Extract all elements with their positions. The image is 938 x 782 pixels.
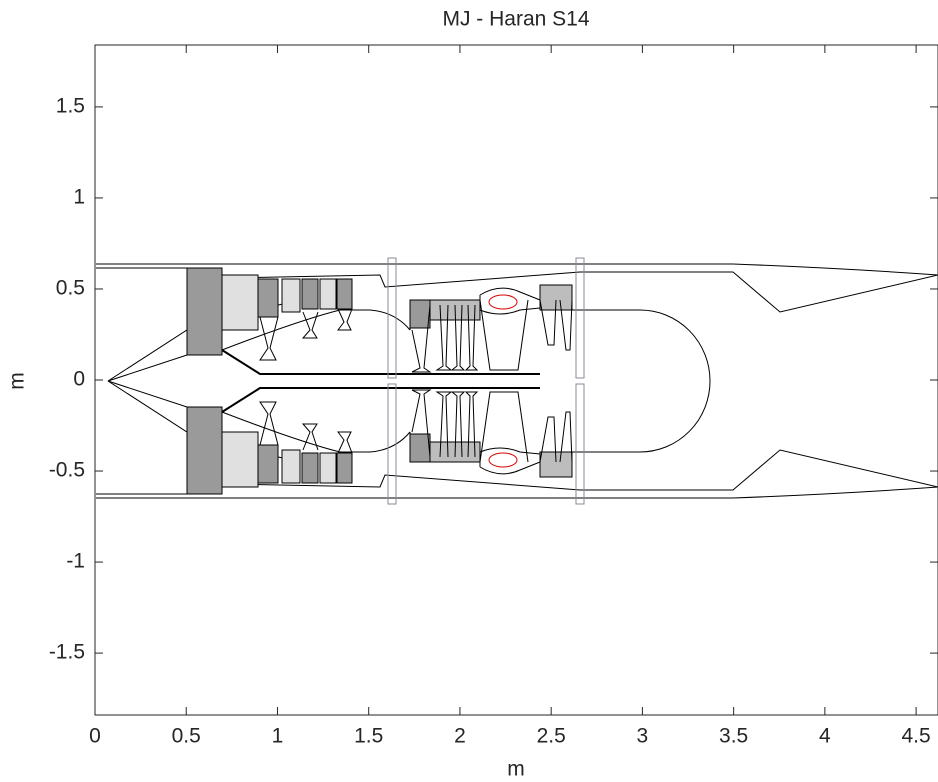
frame [388,258,396,378]
y-tick-label: -1.5 [49,641,85,664]
frame [576,258,584,378]
axes-box [95,45,938,715]
engine-drawing [96,258,938,504]
x-tick-label: 3.5 [719,725,748,748]
x-tick-label: 2.5 [537,725,566,748]
x-tick-label: 1 [272,725,284,748]
y-tick-label: 1.5 [56,94,85,117]
stage [282,279,300,312]
engine-half [96,258,938,381]
x-tick-label: 4 [819,725,831,748]
y-tick-label: 1 [73,185,85,208]
disk [303,312,318,338]
x-tick-label: 4.5 [902,725,931,748]
disk [338,309,352,330]
stage [222,275,258,330]
core-inlet [108,310,410,381]
stage [302,279,318,309]
x-tick-label: 2 [454,725,466,748]
engine-half-mirror [96,381,938,504]
x-tick-label: 3 [637,725,649,748]
x-tick-label: 0.5 [172,725,201,748]
stage [337,279,352,309]
chart-title: MJ - Haran S14 [442,8,589,31]
stage [258,279,278,317]
stage [410,300,430,328]
flame [489,295,517,309]
x-tick-label: 0 [89,725,101,748]
y-tick-label: -1 [66,550,85,573]
chart: MJ - Haran S14 m m [0,0,938,782]
hp-disk [480,300,528,370]
y-tick-label: -0.5 [49,459,85,482]
fan [187,268,222,355]
y-tick-label: 0 [73,368,85,391]
y-axis-label: m [6,372,29,390]
y-tick-label: 0.5 [56,277,85,300]
plug [572,310,710,381]
stage [320,279,336,309]
x-tick-label: 1.5 [354,725,383,748]
disk [260,317,278,360]
x-axis-label: m [507,758,525,781]
